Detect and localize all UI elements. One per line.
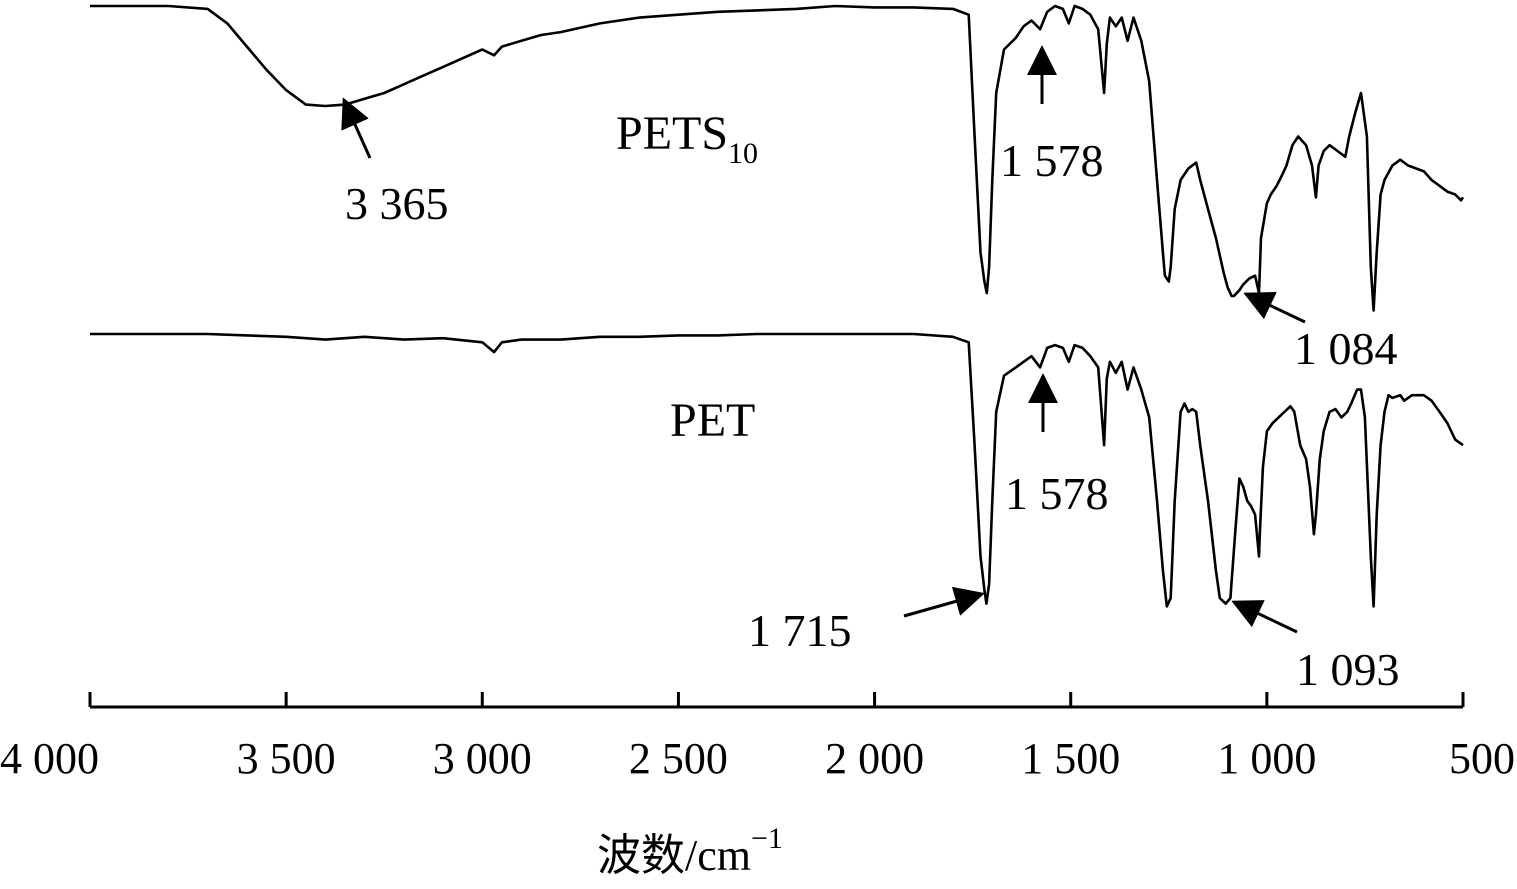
x-tick-label: 3 500 <box>237 734 336 783</box>
x-axis-label-base: 波数/cm <box>597 831 751 880</box>
x-axis-label: 波数/cm−1 <box>597 822 783 880</box>
annotation-label-1578-pets10: 1 578 <box>1000 135 1104 186</box>
series-label-pet-base: PET <box>670 394 755 447</box>
x-tick-label: 2 500 <box>629 734 728 783</box>
annotation-label-1578-pet: 1 578 <box>1005 468 1109 519</box>
x-axis-label-superscript: −1 <box>751 822 783 855</box>
annotation-arrow-1084 <box>1243 292 1306 324</box>
series-label-pet: PET <box>670 394 755 447</box>
annotation-label-1093: 1 093 <box>1296 644 1400 695</box>
x-tick-label: 4 000 <box>0 734 99 783</box>
plot-area <box>90 4 1465 608</box>
x-tick-label: 1 000 <box>1217 734 1316 783</box>
annotation-arrow-3365 <box>341 97 372 159</box>
x-tick-label: 1 500 <box>1021 734 1120 783</box>
annotation-label-3365: 3 365 <box>345 178 449 229</box>
annotations: 3 365 1 578 1 084 1 578 1 715 1 093 <box>341 45 1400 695</box>
x-tick-label: 500 <box>1449 734 1515 783</box>
pet-spectrum-line <box>90 332 1464 608</box>
annotation-arrow-1093 <box>1231 600 1298 634</box>
x-axis: 4 000 3 500 3 000 2 500 2 000 1 500 1 000 500 <box>0 692 1515 783</box>
annotation-arrow-1715 <box>903 586 985 618</box>
x-tick-label: 3 000 <box>433 734 532 783</box>
series-label-pets10-subscript: 10 <box>728 137 758 170</box>
annotation-label-1715: 1 715 <box>748 605 852 656</box>
x-tick-label: 2 000 <box>825 734 924 783</box>
pets10-spectrum-line <box>90 4 1465 312</box>
annotation-label-1084: 1 084 <box>1294 323 1398 374</box>
series-label-pets10: PETS10 <box>616 107 758 170</box>
series-label-pets10-base: PETS <box>616 107 728 160</box>
